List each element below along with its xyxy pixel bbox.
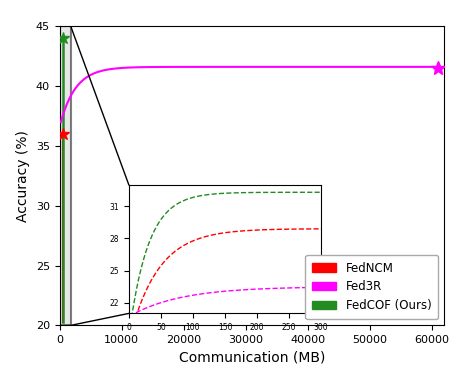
Legend: FedNCM, Fed3R, FedCOF (Ours): FedNCM, Fed3R, FedCOF (Ours) <box>305 254 438 319</box>
Y-axis label: Accuracy (%): Accuracy (%) <box>16 130 30 222</box>
X-axis label: Communication (MB): Communication (MB) <box>179 351 325 365</box>
Bar <box>60 26 71 325</box>
